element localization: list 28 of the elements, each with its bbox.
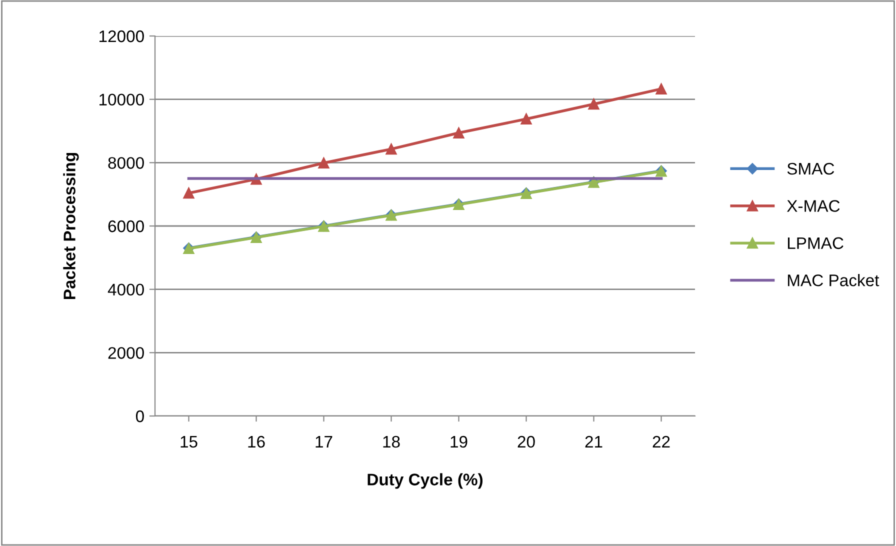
point [183, 188, 194, 199]
y-axis-title: Packet Processing [63, 153, 79, 299]
x-axis-title: Duty Cycle (%) [368, 473, 483, 489]
x-tick-label: 15 [180, 436, 198, 448]
y-tick-label: 2000 [108, 347, 144, 359]
point [656, 83, 667, 94]
point [318, 157, 330, 169]
x-tick-label: 22 [652, 436, 670, 448]
point [588, 98, 600, 110]
y-tick-label: 0 [136, 410, 144, 422]
x-tick-label: 18 [383, 436, 400, 448]
x-tick-label: 21 [585, 436, 602, 448]
x-tick-label: 17 [316, 436, 332, 448]
x-tick-label: 20 [518, 436, 535, 448]
x-tick-label: 16 [248, 436, 265, 448]
y-tick-label: 6000 [108, 220, 144, 232]
point [386, 143, 397, 155]
legend-label: MAC Packet [788, 274, 880, 286]
legend-label: X-MAC [786, 200, 840, 212]
y-tick-label: 10000 [100, 94, 144, 106]
y-tick-label: 8000 [108, 157, 144, 169]
point [453, 127, 464, 138]
y-tick-label: 12000 [100, 30, 144, 42]
y-tick-label: 4000 [108, 284, 144, 296]
x-tick-label: 19 [450, 436, 468, 448]
legend-label: LPMAC [788, 237, 844, 250]
point [520, 113, 532, 125]
legend-label: SMAC [787, 162, 834, 175]
